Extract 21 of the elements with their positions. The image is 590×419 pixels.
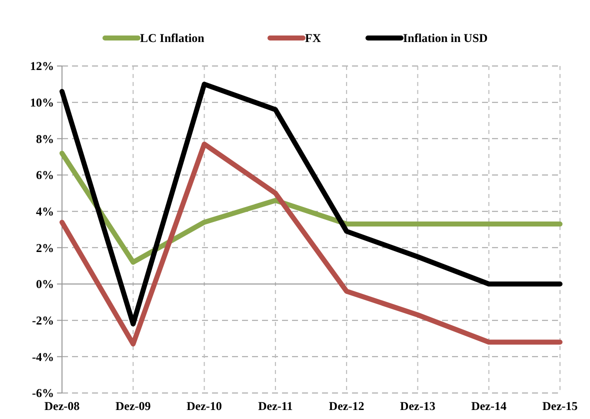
x-tick-label: Dez-10 (186, 399, 222, 413)
legend-label: LC Inflation (140, 31, 205, 46)
x-tick-label: Dez-08 (44, 399, 80, 413)
y-tick-label: 6% (36, 168, 54, 182)
y-tick-label: -6% (32, 386, 54, 400)
legend-label: FX (305, 31, 322, 46)
y-tick-label: -2% (32, 314, 54, 328)
x-tick-label: Dez-13 (400, 399, 436, 413)
y-tick-label: 0% (36, 277, 54, 292)
y-tick-label: 10% (30, 96, 54, 110)
y-tick-label: 4% (36, 204, 54, 219)
x-tick-label: Dez-12 (328, 399, 364, 413)
x-tick-label: Dez-11 (258, 399, 293, 413)
y-tick-label: 2% (36, 240, 54, 255)
y-tick-label: 8% (36, 132, 54, 146)
legend-label: Inflation in USD (403, 31, 488, 46)
x-tick-label: Dez-14 (471, 399, 507, 413)
x-tick-label: Dez-15 (542, 399, 578, 413)
x-tick-label: Dez-09 (115, 399, 151, 413)
y-tick-label: -4% (32, 350, 54, 364)
y-tick-label: 12% (30, 59, 54, 74)
